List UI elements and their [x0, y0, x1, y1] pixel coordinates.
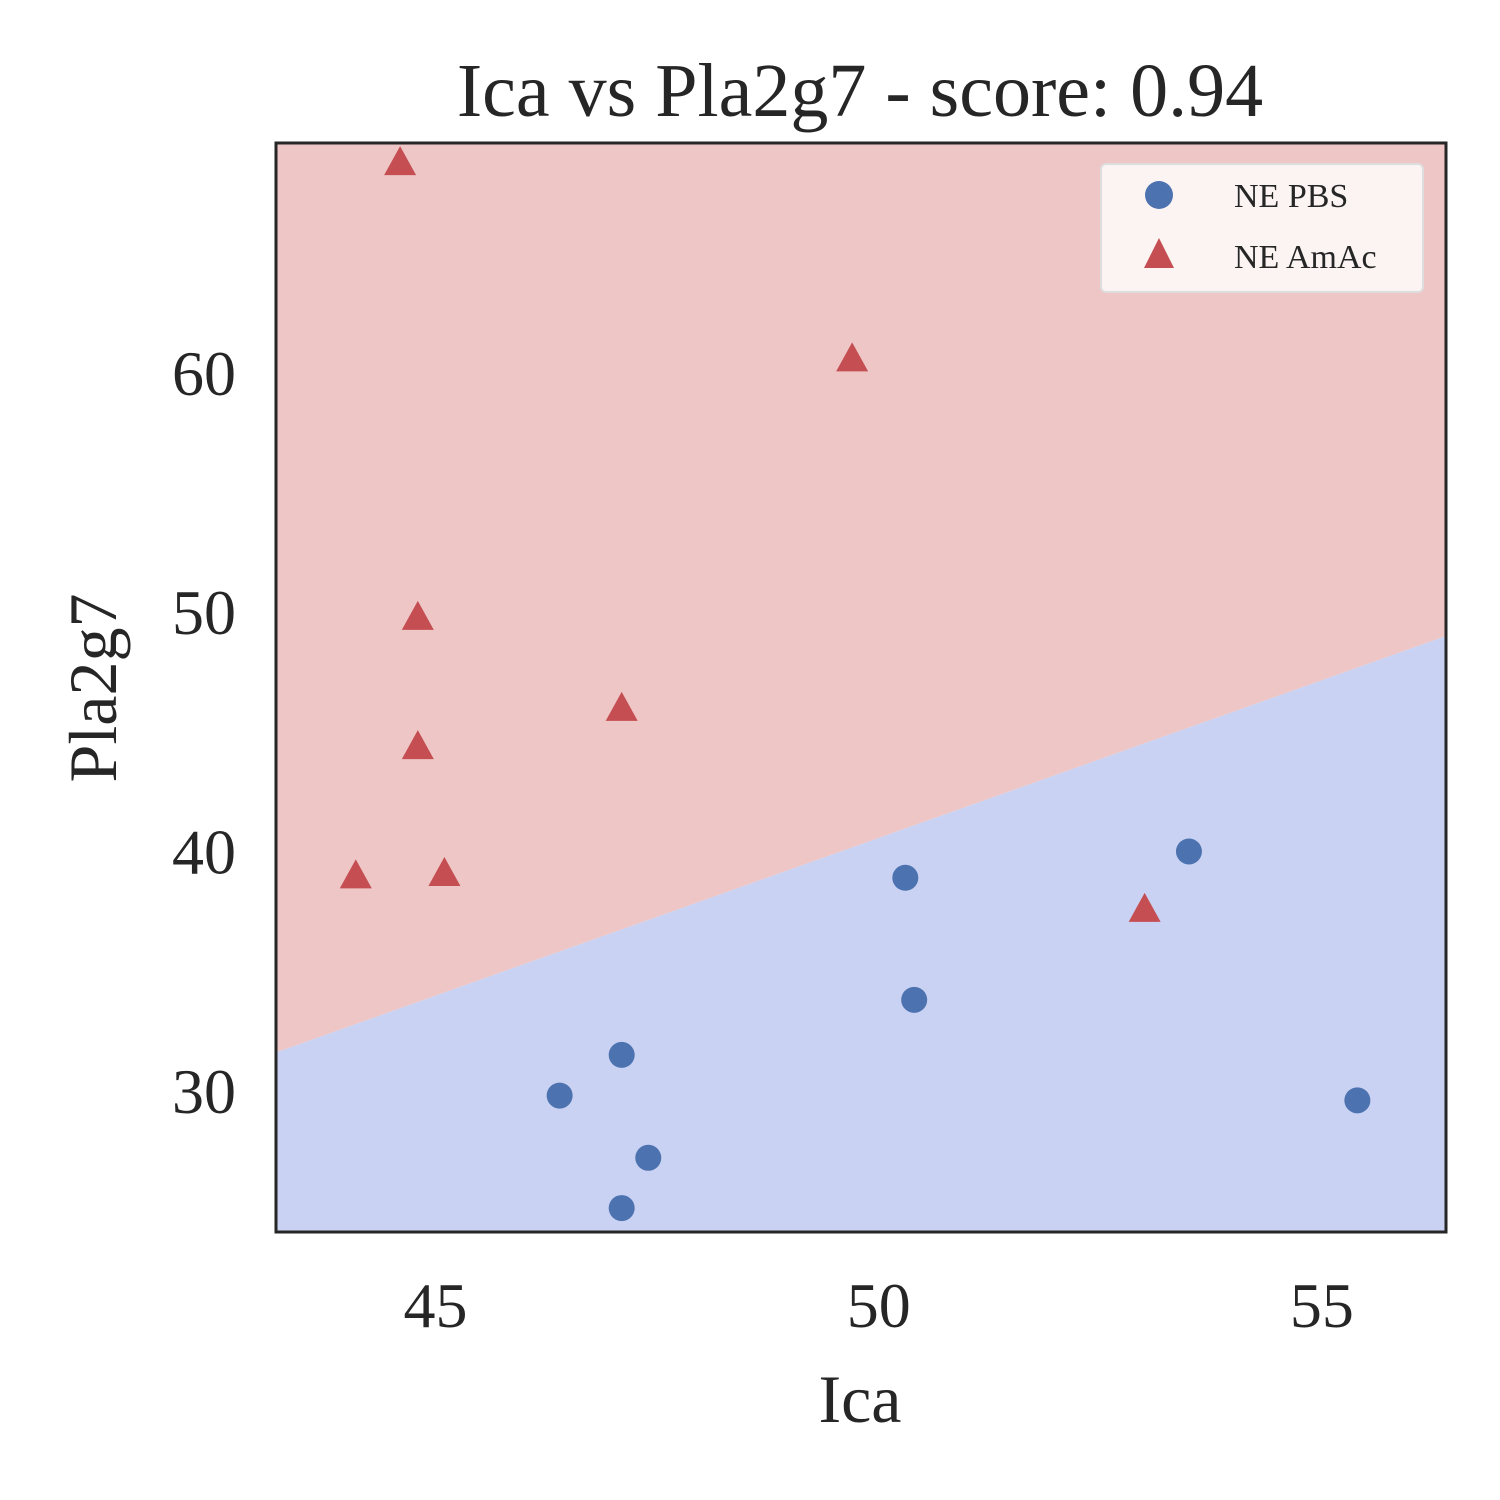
x-axis-label: Ica: [818, 1361, 901, 1437]
legend-label-ne-amac: NE AmAc: [1234, 239, 1377, 276]
point-ne-pbs: [608, 1195, 635, 1222]
point-ne-amac: [1128, 892, 1161, 922]
legend-box: [1100, 163, 1424, 293]
y-tick-label: 30: [172, 1056, 236, 1127]
x-tick-label: 55: [1290, 1270, 1354, 1341]
point-ne-amac: [339, 859, 372, 889]
point-ne-pbs: [635, 1144, 662, 1171]
y-tick-label: 60: [172, 338, 236, 409]
point-ne-amac: [384, 146, 417, 176]
point-ne-amac: [836, 342, 869, 372]
point-ne-amac: [401, 600, 434, 630]
point-ne-pbs: [901, 986, 928, 1013]
point-ne-pbs: [546, 1082, 573, 1109]
decision-regions: [276, 143, 1446, 1232]
x-tick-label: 45: [404, 1270, 468, 1341]
region-above: [276, 143, 1446, 1053]
point-ne-pbs: [1344, 1087, 1371, 1114]
y-tick-label: 50: [172, 577, 236, 648]
y-tick-label: 40: [172, 816, 236, 887]
chart-title: Ica vs Pla2g7 - score: 0.94: [457, 49, 1263, 133]
x-tick-labels: 45 50 55: [404, 1270, 1354, 1341]
legend-marker-ne-pbs: [1145, 181, 1173, 209]
point-ne-amac: [605, 691, 638, 721]
point-ne-amac: [428, 856, 461, 886]
point-ne-pbs: [608, 1041, 635, 1068]
point-ne-pbs: [892, 864, 919, 891]
legend-label-ne-pbs: NE PBS: [1234, 178, 1348, 215]
x-tick-label: 50: [847, 1270, 911, 1341]
y-tick-labels: 30 40 50 60: [172, 338, 236, 1127]
plot-frame: [274, 141, 1448, 1234]
legend-marker-ne-amac: [1144, 238, 1174, 268]
point-ne-pbs: [1175, 838, 1202, 865]
y-axis-label: Pla2g7: [55, 594, 131, 783]
legend: NE PBS NE AmAc: [1100, 163, 1424, 293]
region-below: [276, 636, 1446, 1232]
point-ne-amac: [401, 730, 434, 760]
data-points: [339, 146, 1371, 1222]
